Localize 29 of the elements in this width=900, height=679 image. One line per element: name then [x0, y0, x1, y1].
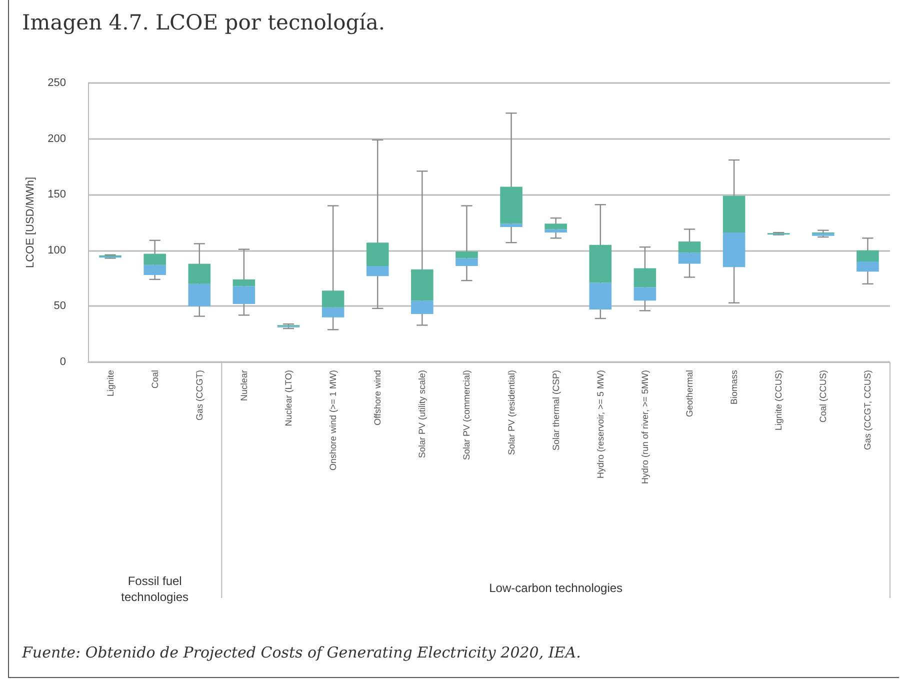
- y-axis-title: LCOE [USD/MWh]: [24, 176, 36, 268]
- x-tick-label: Lignite: [105, 370, 116, 397]
- x-tick-label: Gas (CCGT, CCUS): [862, 370, 873, 450]
- x-tick-label: Nuclear (LTO): [284, 370, 294, 426]
- x-tick-label: Solar PV (utility scale): [417, 370, 428, 458]
- x-tick-label: Lignite (CCUS): [774, 370, 784, 431]
- x-tick-label: Onshore wind (>= 1 MW): [328, 370, 338, 471]
- x-tick-label: Coal (CCUS): [818, 370, 828, 423]
- x-tick-label: Hydro (run of river, >= 5MW): [640, 370, 650, 484]
- x-tick-label: Solar PV (residential): [506, 370, 516, 456]
- y-tick-label: 250: [48, 77, 66, 89]
- chart-title: Imagen 4.7. LCOE por tecnología.: [22, 10, 386, 34]
- x-tick-label: Biomass: [729, 370, 740, 405]
- x-tick-label: Solar PV (commercial): [462, 370, 472, 460]
- y-tick-label: 0: [60, 356, 66, 368]
- x-tick-label: Coal: [150, 370, 160, 389]
- x-tick-label: Solar thermal (CSP): [550, 370, 561, 451]
- x-tick-label: Offshore wind: [372, 370, 383, 426]
- x-tick-label: Nuclear: [238, 370, 249, 402]
- y-tick-label: 100: [48, 244, 66, 256]
- y-tick-label: 200: [48, 132, 66, 145]
- text: Fossil fuel technologies: [121, 574, 189, 604]
- source-note: Fuente: Obtenido de Projected Costs of Generating Electricity 2020, IEA.: [21, 644, 581, 662]
- x-tick-label: Hydro (reservoir, >= 5 MW): [595, 370, 606, 479]
- x-tick-label: Geothermal: [684, 370, 694, 418]
- text: Low-carbon technologies: [489, 581, 623, 595]
- y-tick-label: 50: [54, 300, 66, 312]
- x-tick-label: Gas (CCGT): [194, 370, 204, 420]
- y-tick-label: 150: [48, 188, 66, 201]
